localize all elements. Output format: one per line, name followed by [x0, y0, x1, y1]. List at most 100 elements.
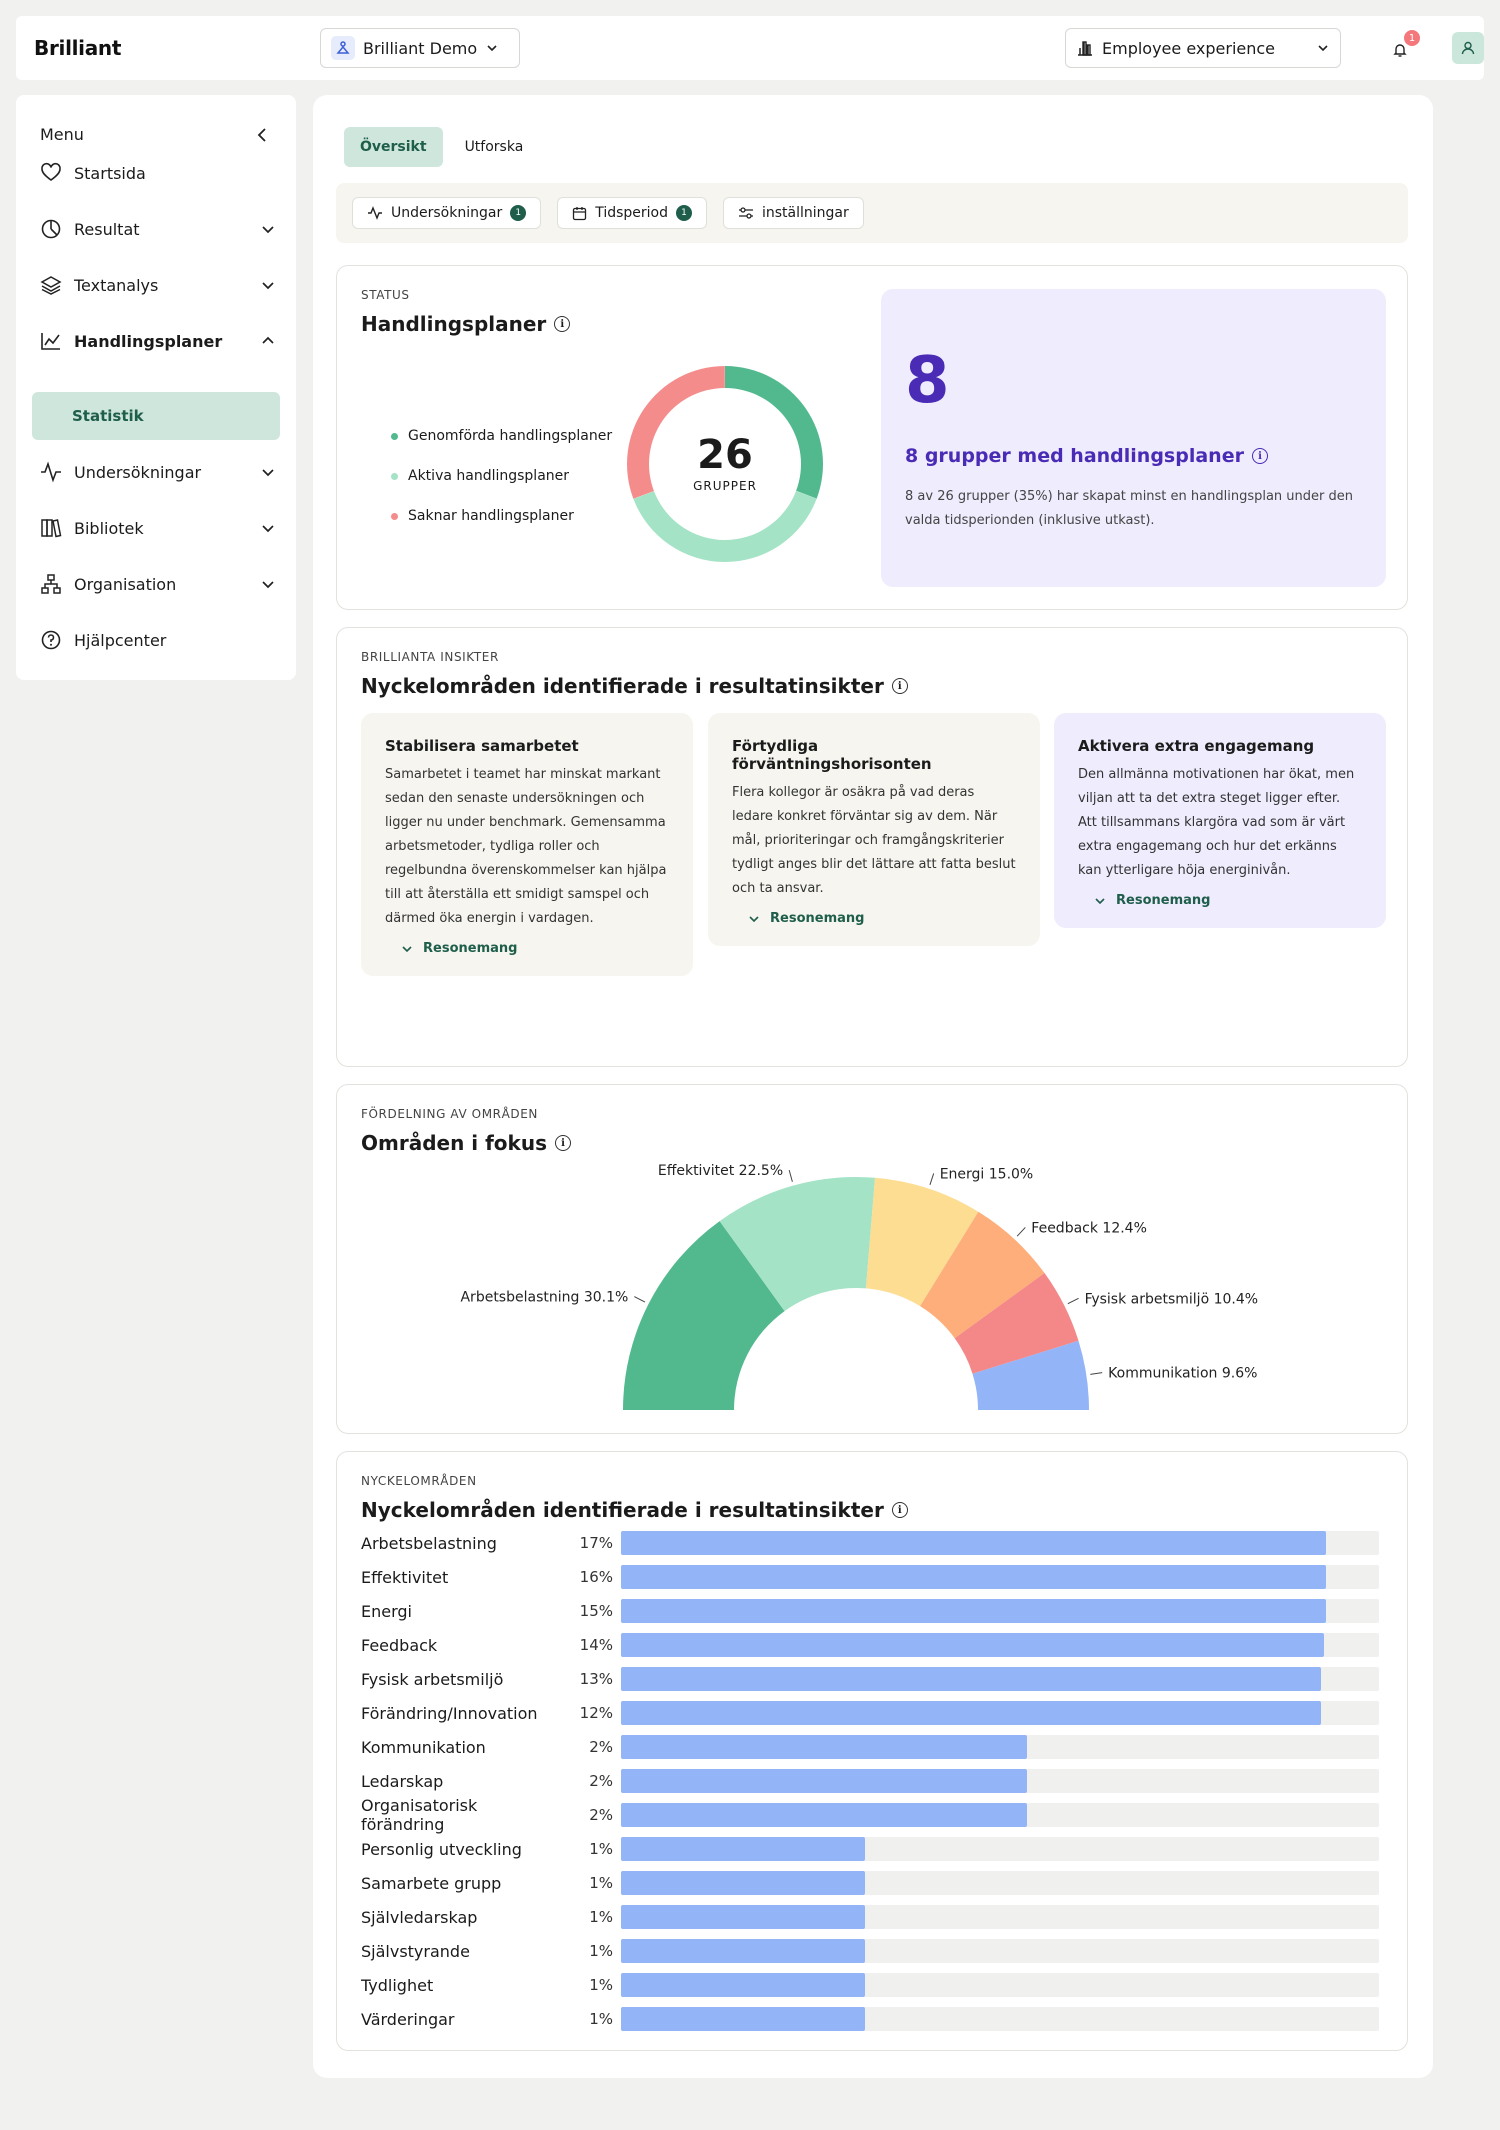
- period-filter[interactable]: Tidsperiod 1: [557, 197, 707, 229]
- reasoning-toggle[interactable]: Resonemang: [1078, 893, 1362, 908]
- bar-row: Energi 15%: [361, 1594, 1385, 1628]
- bar-label: Effektivitet: [361, 1567, 449, 1587]
- bar-fill: [621, 2007, 866, 2031]
- keyareas-card: NYCKELOMRÅDEN Nyckelområden identifierad…: [336, 1451, 1408, 2051]
- bar-track: [621, 1701, 1379, 1725]
- sidebar-header: Menu: [40, 125, 272, 144]
- bar-label: Personlig utveckling: [361, 1839, 522, 1859]
- tab-utforska[interactable]: Utforska: [464, 139, 524, 155]
- status-legend: Genomförda handlingsplaner Aktiva handli…: [391, 416, 612, 536]
- bar-row: Organisatorisk förändring 2%: [361, 1796, 1385, 1834]
- trend-icon: [41, 333, 60, 350]
- highlight-title: 8 grupper med handlingsplaner i: [905, 445, 1268, 467]
- insights-card: BRILLIANTA INSIKTER Nyckelområden identi…: [336, 627, 1408, 1067]
- sidebar-item-label: Organisation: [74, 574, 177, 594]
- reasoning-label: Resonemang: [1116, 893, 1211, 908]
- sidebar-item-textanalys[interactable]: Textanalys: [40, 265, 288, 305]
- chevron-down-icon: [402, 945, 412, 952]
- settings-filter-label: inställningar: [762, 205, 849, 221]
- bar-value: 2%: [589, 1772, 613, 1790]
- help-icon: [41, 630, 61, 650]
- bar-fill: [621, 1633, 1325, 1657]
- tab-oversikt[interactable]: Översikt: [344, 127, 443, 167]
- focus-slice-label: Fysisk arbetsmiljö 10.4%: [1085, 1291, 1259, 1307]
- sidebar-item-hjalpcenter[interactable]: Hjälpcenter: [40, 620, 288, 660]
- user-avatar[interactable]: [1452, 32, 1484, 64]
- sidebar-item-label: Handlingsplaner: [74, 331, 223, 351]
- info-icon[interactable]: i: [555, 1135, 571, 1151]
- bar-track: [621, 1803, 1379, 1827]
- pie-icon: [41, 219, 61, 239]
- brand-logo[interactable]: Brilliant: [34, 36, 122, 60]
- info-icon[interactable]: i: [554, 316, 571, 332]
- sidebar-item-bibliotek[interactable]: Bibliotek: [40, 508, 288, 548]
- status-eyebrow: STATUS: [361, 288, 410, 302]
- bar-row: Värderingar 1%: [361, 2002, 1385, 2036]
- experience-selector[interactable]: Employee experience: [1065, 28, 1341, 68]
- bar-label: Arbetsbelastning: [361, 1533, 497, 1553]
- bar-row: Feedback 14%: [361, 1628, 1385, 1662]
- focus-title: Områden i fokus i: [361, 1131, 571, 1155]
- bar-fill: [621, 1701, 1321, 1725]
- keyareas-title: Nyckelområden identifierade i resultatin…: [361, 1498, 908, 1522]
- bar-row: Effektivitet 16%: [361, 1560, 1385, 1594]
- bar-track: [621, 1837, 1379, 1861]
- sidebar-subitem-statistik[interactable]: Statistik: [32, 392, 280, 440]
- reasoning-toggle[interactable]: Resonemang: [732, 911, 1016, 926]
- info-icon[interactable]: i: [891, 678, 908, 694]
- focus-leader-line: [1090, 1372, 1103, 1375]
- legend-dot: [391, 432, 398, 440]
- chevron-down-icon: [262, 525, 274, 533]
- chevron-down-icon: [749, 915, 759, 922]
- legend-label: Aktiva handlingsplaner: [408, 468, 570, 484]
- insight-title: Aktivera extra engagemang: [1078, 737, 1315, 755]
- insight-title: Förtydliga förväntningshorisonten: [732, 737, 932, 773]
- bar-fill: [621, 1837, 866, 1861]
- org-selector[interactable]: Brilliant Demo: [320, 28, 520, 68]
- insight-card: Förtydliga förväntningshorisonten Flera …: [708, 713, 1040, 946]
- sidebar-item-label: Resultat: [74, 219, 140, 239]
- sidebar-item-resultat[interactable]: Resultat: [40, 209, 288, 249]
- bar-label: Kommunikation: [361, 1737, 486, 1757]
- status-title: Handlingsplaner i: [361, 312, 571, 336]
- bar-fill: [621, 1769, 1027, 1793]
- bar-value: 1%: [589, 1840, 613, 1858]
- focus-slice-1: [719, 1177, 876, 1312]
- info-icon[interactable]: i: [1251, 448, 1268, 464]
- focus-slice-label: Kommunikation 9.6%: [1108, 1366, 1257, 1382]
- org-selector-label: Brilliant Demo: [363, 38, 478, 58]
- notification-count-badge: 1: [1404, 30, 1420, 46]
- sidebar-item-handlingsplaner[interactable]: Handlingsplaner: [40, 321, 288, 361]
- bar-track: [621, 1735, 1379, 1759]
- chevron-down-icon: [1095, 897, 1105, 904]
- collapse-sidebar-icon[interactable]: [254, 126, 272, 144]
- focus-title-text: Områden i fokus: [361, 1131, 547, 1155]
- notifications-button[interactable]: 1: [1386, 30, 1420, 64]
- sidebar-item-organisation[interactable]: Organisation: [40, 564, 288, 604]
- focus-leader-line: [1016, 1227, 1026, 1237]
- sidebar-item-startsida[interactable]: Startsida: [40, 153, 288, 193]
- bar-value: 1%: [589, 1874, 613, 1892]
- insights-title: Nyckelområden identifierade i resultatin…: [361, 674, 908, 698]
- bar-value: 15%: [579, 1602, 613, 1620]
- highlight-value: 8: [905, 344, 950, 418]
- info-icon[interactable]: i: [891, 1502, 908, 1518]
- bar-chart-icon: [1078, 41, 1092, 56]
- bar-label: Energi: [361, 1601, 412, 1621]
- bar-label: Förändring/Innovation: [361, 1703, 538, 1723]
- donut-slice-active: [633, 490, 817, 562]
- bar-label: Fysisk arbetsmiljö: [361, 1669, 504, 1689]
- reasoning-label: Resonemang: [423, 941, 518, 956]
- reasoning-toggle[interactable]: Resonemang: [385, 941, 669, 956]
- sliders-icon: [739, 207, 753, 219]
- sidebar-item-label: Hjälpcenter: [74, 630, 167, 650]
- keyareas-title-text: Nyckelområden identifierade i resultatin…: [361, 1498, 884, 1522]
- user-icon: [1461, 41, 1475, 55]
- bar-track: [621, 1973, 1379, 1997]
- surveys-filter[interactable]: Undersökningar 1: [352, 197, 542, 229]
- keyareas-eyebrow: NYCKELOMRÅDEN: [361, 1474, 477, 1488]
- settings-filter[interactable]: inställningar: [723, 197, 864, 229]
- bar-row: Tydlighet 1%: [361, 1968, 1385, 2002]
- sidebar-item-undersokningar[interactable]: Undersökningar: [40, 452, 288, 492]
- bar-value: 2%: [589, 1806, 613, 1824]
